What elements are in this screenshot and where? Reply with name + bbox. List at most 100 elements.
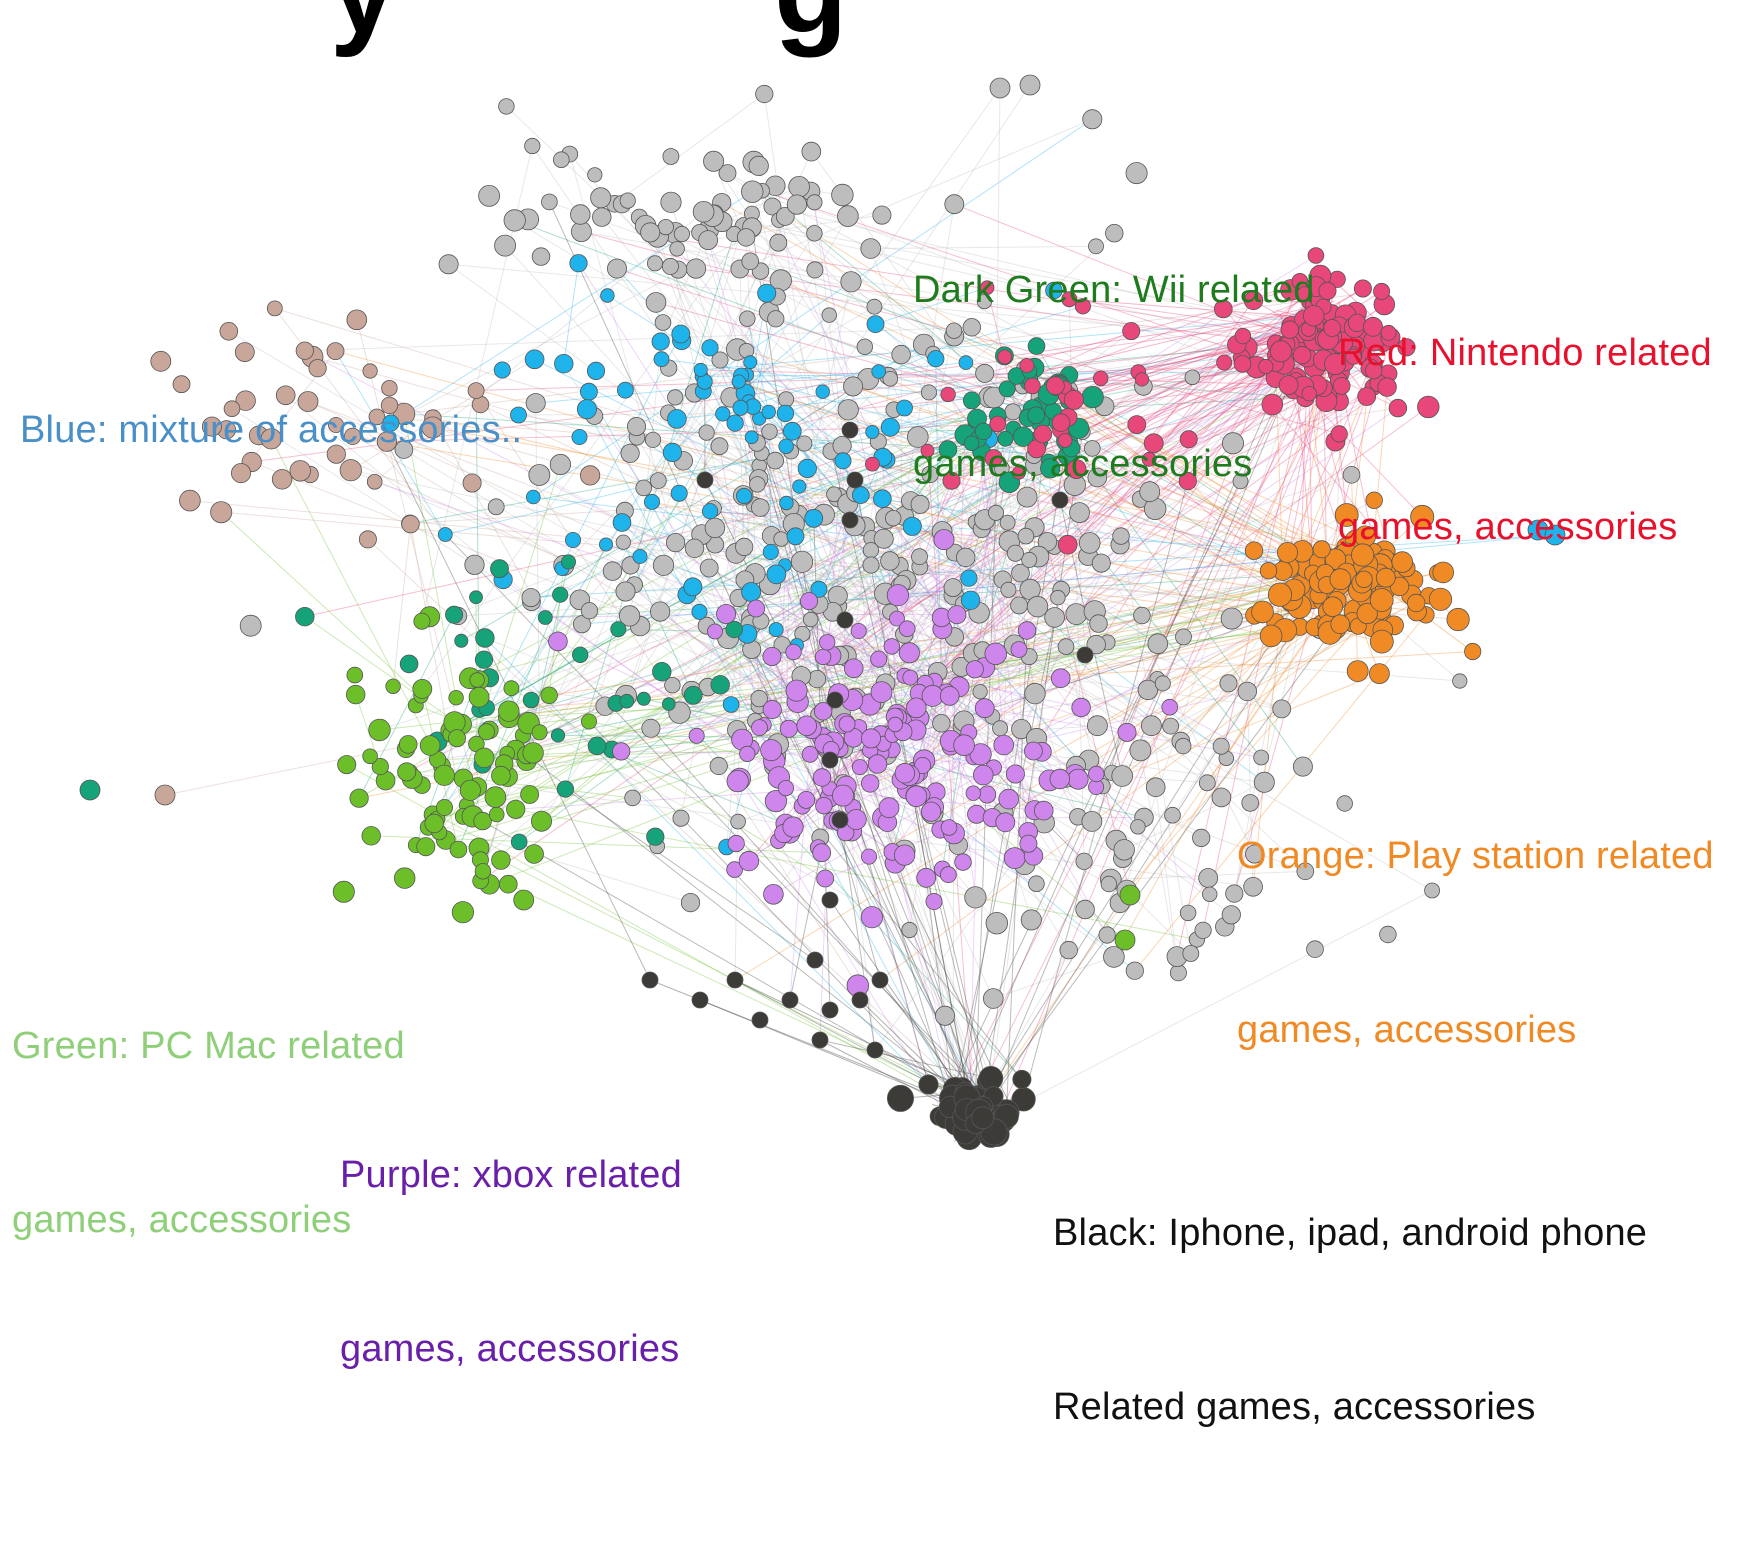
graph-edge bbox=[820, 1040, 991, 1078]
graph-node-blue bbox=[763, 544, 778, 559]
graph-node-gray bbox=[645, 432, 660, 447]
graph-node-black bbox=[697, 472, 713, 488]
graph-node-gray bbox=[863, 557, 879, 573]
graph-node-purple bbox=[966, 786, 981, 801]
graph-node-blue bbox=[716, 407, 730, 421]
graph-node-gray bbox=[711, 438, 728, 455]
graph-node-black bbox=[842, 512, 858, 528]
graph-node-teal bbox=[662, 698, 675, 711]
graph-node-gray bbox=[1220, 675, 1237, 692]
graph-node-teal bbox=[538, 611, 552, 625]
graph-node-gray bbox=[863, 543, 878, 558]
graph-node-black bbox=[822, 892, 838, 908]
graph-node-purple bbox=[761, 740, 782, 761]
graph-node-black bbox=[752, 1012, 768, 1028]
graph-node-blue bbox=[835, 453, 851, 469]
graph-node-gray bbox=[902, 922, 917, 937]
graph-node-blue bbox=[787, 528, 804, 545]
graph-node-blue bbox=[599, 538, 612, 551]
graph-node-gray bbox=[807, 226, 823, 242]
graph-node-green bbox=[499, 701, 520, 722]
graph-node-teal bbox=[620, 694, 634, 708]
graph-node-black bbox=[822, 1002, 838, 1018]
graph-node-green bbox=[531, 811, 551, 831]
graph-node-gray bbox=[550, 454, 570, 474]
graph-node-purple bbox=[786, 680, 807, 701]
graph-node-purple bbox=[727, 770, 748, 791]
graph-node-gray bbox=[658, 219, 673, 234]
graph-node-teal bbox=[470, 591, 483, 604]
graph-node-purple bbox=[852, 760, 867, 775]
graph-node-blue bbox=[668, 410, 687, 429]
legend-dark-green-line2: games, accessories bbox=[913, 435, 1315, 493]
graph-node-green bbox=[398, 763, 416, 781]
graph-node-teal bbox=[553, 587, 568, 602]
graph-node-blue bbox=[881, 418, 899, 436]
graph-node-purple bbox=[955, 854, 972, 871]
legend-red: Red: Nintendo related games, accessories bbox=[1338, 208, 1712, 672]
graph-node-purple bbox=[778, 780, 793, 795]
graph-node-blue bbox=[601, 289, 615, 303]
graph-node-green bbox=[507, 800, 525, 818]
graph-node-green bbox=[436, 799, 452, 815]
graph-node-gray bbox=[986, 912, 1008, 934]
graph-node-purple bbox=[917, 868, 936, 887]
graph-node-gray bbox=[990, 78, 1010, 98]
graph-node-purple bbox=[839, 716, 855, 732]
graph-node-gray bbox=[742, 253, 759, 270]
graph-node-gray bbox=[779, 392, 794, 407]
graph-node-gray bbox=[240, 615, 261, 636]
graph-node-gray bbox=[756, 85, 773, 102]
graph-node-gray bbox=[1146, 778, 1165, 797]
graph-node-gray bbox=[1141, 716, 1161, 736]
graph-node-black bbox=[887, 1085, 913, 1111]
graph-node-green bbox=[460, 780, 480, 800]
graph-node-gray bbox=[1221, 608, 1242, 629]
graph-node-gray bbox=[685, 539, 704, 558]
graph-node-gray bbox=[1130, 740, 1151, 761]
graph-node-blue bbox=[783, 422, 801, 440]
graph-node-purple bbox=[813, 769, 831, 787]
graph-node-blue bbox=[733, 400, 748, 415]
graph-node-purple bbox=[903, 670, 918, 685]
graph-node-gray bbox=[616, 582, 635, 601]
graph-node-gray bbox=[973, 685, 987, 699]
graph-node-black bbox=[692, 992, 708, 1008]
graph-node-gray bbox=[807, 195, 822, 210]
graph-node-gray bbox=[1165, 807, 1181, 823]
graph-node-gray bbox=[797, 436, 812, 451]
graph-node-green bbox=[362, 827, 381, 846]
graph-node-gray bbox=[616, 535, 630, 549]
graph-node-blue bbox=[671, 485, 687, 501]
graph-node-purple bbox=[813, 844, 831, 862]
graph-node-teal bbox=[400, 655, 418, 673]
graph-node-purple bbox=[888, 717, 903, 732]
graph-node-blue bbox=[580, 383, 597, 400]
graph-node-gray bbox=[705, 518, 725, 538]
graph-node-purple bbox=[1050, 769, 1070, 789]
graph-node-purple bbox=[846, 809, 866, 829]
graph-node-gray bbox=[1082, 811, 1102, 831]
graph-node-blue bbox=[525, 350, 544, 369]
graph-node-purple bbox=[906, 698, 926, 718]
graph-node-gray bbox=[1090, 615, 1108, 633]
graph-node-green bbox=[450, 841, 467, 858]
graph-node-gray bbox=[736, 538, 753, 555]
graph-node-green bbox=[1115, 930, 1135, 950]
graph-node-purple bbox=[1072, 698, 1091, 717]
graph-node-blue bbox=[798, 459, 816, 477]
graph-node-green bbox=[449, 690, 464, 705]
legend-dark-green-line1: Dark Green: Wii related bbox=[913, 261, 1315, 319]
graph-node-purple bbox=[1068, 769, 1088, 789]
graph-node-gray bbox=[693, 201, 714, 222]
graph-node-brown bbox=[155, 785, 175, 805]
graph-node-gray bbox=[668, 390, 683, 405]
graph-node-gray bbox=[1045, 608, 1065, 628]
graph-node-gray bbox=[1134, 607, 1151, 624]
graph-node-gray bbox=[861, 239, 881, 259]
graph-node-blue bbox=[702, 504, 717, 519]
graph-node-blue bbox=[816, 385, 830, 399]
graph-node-blue bbox=[617, 382, 633, 398]
graph-node-gray bbox=[710, 757, 727, 774]
legend-red-line2: games, accessories bbox=[1338, 498, 1712, 556]
